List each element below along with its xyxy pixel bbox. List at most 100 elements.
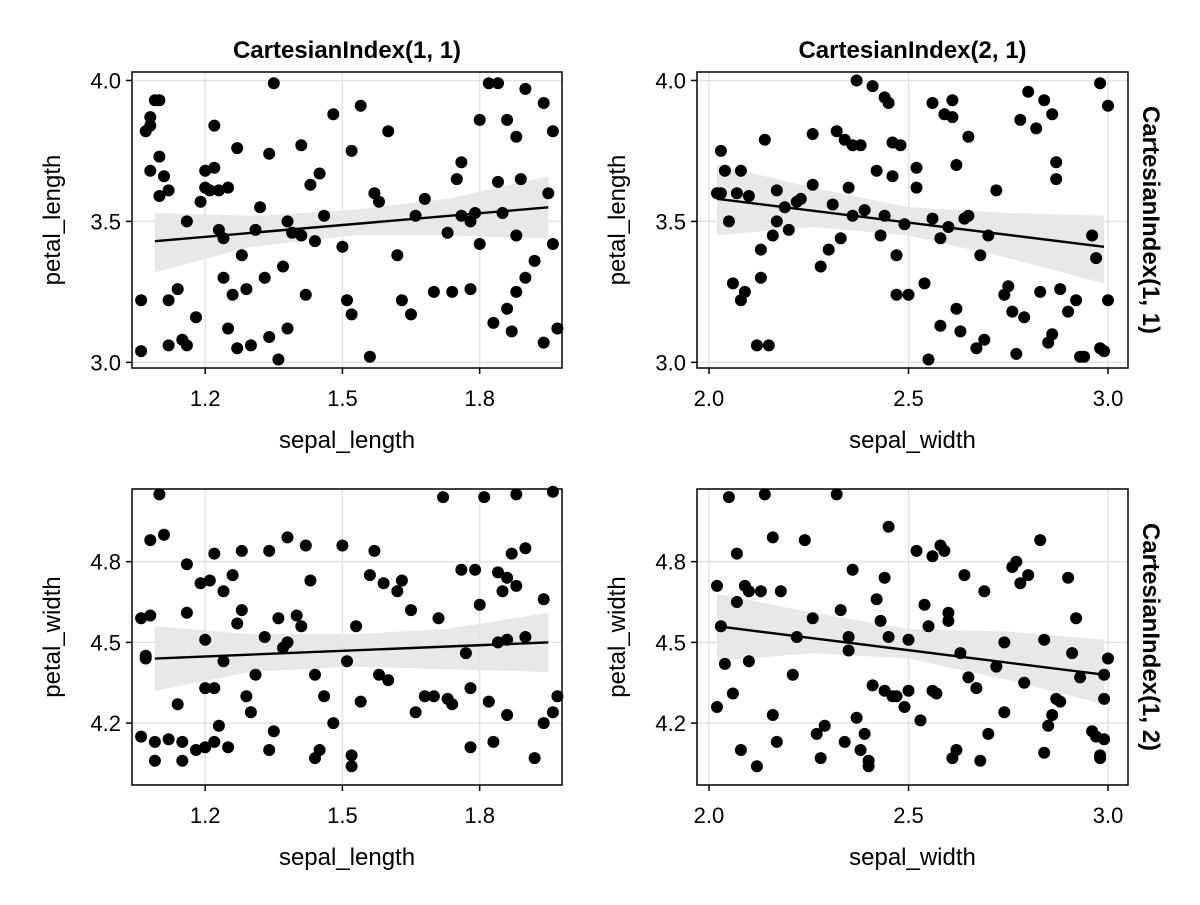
data-point xyxy=(1054,283,1067,296)
data-point xyxy=(501,633,514,646)
data-point xyxy=(487,316,500,329)
data-point xyxy=(180,215,193,228)
panel-r0-c1: 2.0 2.5 3.0 3.0 3.5 4.0 sepal_width petal_lengt… xyxy=(604,68,1129,454)
data-point xyxy=(304,574,317,587)
data-point xyxy=(249,223,262,236)
data-point xyxy=(341,655,353,668)
data-point xyxy=(962,671,975,684)
data-point xyxy=(263,744,276,756)
data-point xyxy=(363,569,376,582)
data-point xyxy=(405,308,417,321)
data-point xyxy=(336,240,349,253)
data-point xyxy=(153,150,166,163)
data-point xyxy=(1046,108,1059,121)
panel-r1-c1: 2.0 2.5 3.0 4.2 4.5 4.8 sepal_width petal_width xyxy=(604,488,1129,871)
scatter-points xyxy=(711,74,1114,366)
data-point xyxy=(373,668,385,681)
data-point xyxy=(551,690,564,703)
data-point xyxy=(922,620,935,633)
y-tick-label: 4.8 xyxy=(90,550,121,575)
data-point xyxy=(519,271,532,284)
data-point xyxy=(281,636,294,649)
data-point xyxy=(505,325,518,338)
data-point xyxy=(1070,294,1083,307)
data-point xyxy=(514,173,527,186)
data-point xyxy=(208,119,221,132)
data-point xyxy=(190,311,202,324)
data-point xyxy=(870,593,883,606)
data-point xyxy=(1022,85,1035,98)
data-point xyxy=(464,741,477,754)
data-point xyxy=(838,133,851,146)
data-point xyxy=(455,563,468,576)
data-point xyxy=(203,574,216,587)
data-point xyxy=(950,159,963,171)
plot-frame xyxy=(696,488,1129,786)
data-point xyxy=(217,271,230,284)
data-point xyxy=(501,302,514,315)
data-point xyxy=(519,631,532,643)
data-point xyxy=(144,164,157,177)
data-point xyxy=(244,706,257,719)
panel-r1-c0: 1.2 1.5 1.8 4.2 4.5 4.8 sepal_length petal_widt… xyxy=(39,485,564,871)
data-point xyxy=(910,161,923,174)
data-point xyxy=(826,198,839,211)
data-point xyxy=(313,167,326,180)
data-point xyxy=(199,741,212,754)
data-point xyxy=(806,128,819,140)
x-tick-label: 2.5 xyxy=(893,386,924,411)
data-point xyxy=(244,339,257,352)
data-point xyxy=(930,687,943,700)
data-point xyxy=(231,142,244,155)
data-point xyxy=(496,585,509,598)
data-point xyxy=(148,735,161,748)
data-point xyxy=(487,735,500,748)
data-point xyxy=(1078,350,1091,363)
data-point xyxy=(217,655,230,668)
data-point xyxy=(304,178,317,191)
data-point xyxy=(258,271,271,284)
data-point xyxy=(766,229,779,242)
data-point xyxy=(299,539,312,552)
data-point xyxy=(1022,569,1035,582)
data-point xyxy=(734,164,747,177)
data-point xyxy=(153,94,166,107)
data-point xyxy=(354,695,367,708)
data-point xyxy=(395,574,408,587)
data-point xyxy=(1098,668,1111,681)
data-point xyxy=(806,178,819,191)
data-point xyxy=(1098,692,1111,705)
data-point xyxy=(814,260,827,273)
data-point xyxy=(1090,252,1103,265)
data-point xyxy=(473,238,486,250)
scatter-points xyxy=(135,77,564,366)
y-axis-label: petal_length xyxy=(604,155,631,286)
data-point xyxy=(373,195,385,208)
x-tick-label: 1.5 xyxy=(327,386,358,411)
data-point xyxy=(505,547,518,560)
data-point xyxy=(1094,77,1107,90)
data-point xyxy=(281,322,294,335)
data-point xyxy=(336,539,349,552)
data-point xyxy=(395,294,408,307)
data-point xyxy=(432,612,445,625)
data-point xyxy=(144,609,157,622)
data-point xyxy=(492,77,504,90)
data-point xyxy=(758,488,771,501)
data-point xyxy=(1066,647,1079,660)
data-point xyxy=(318,209,331,222)
data-point xyxy=(226,288,239,301)
y-axis-label: petal_width xyxy=(604,576,631,697)
data-point xyxy=(263,331,276,343)
data-point xyxy=(806,612,819,625)
data-point xyxy=(217,585,230,598)
data-point xyxy=(405,604,417,617)
data-point xyxy=(1054,695,1067,708)
data-point xyxy=(519,542,532,555)
data-point xyxy=(327,108,340,121)
data-point xyxy=(162,733,175,746)
data-point xyxy=(354,99,367,112)
data-point xyxy=(1018,676,1031,689)
y-tick-label: 4.0 xyxy=(655,68,686,93)
